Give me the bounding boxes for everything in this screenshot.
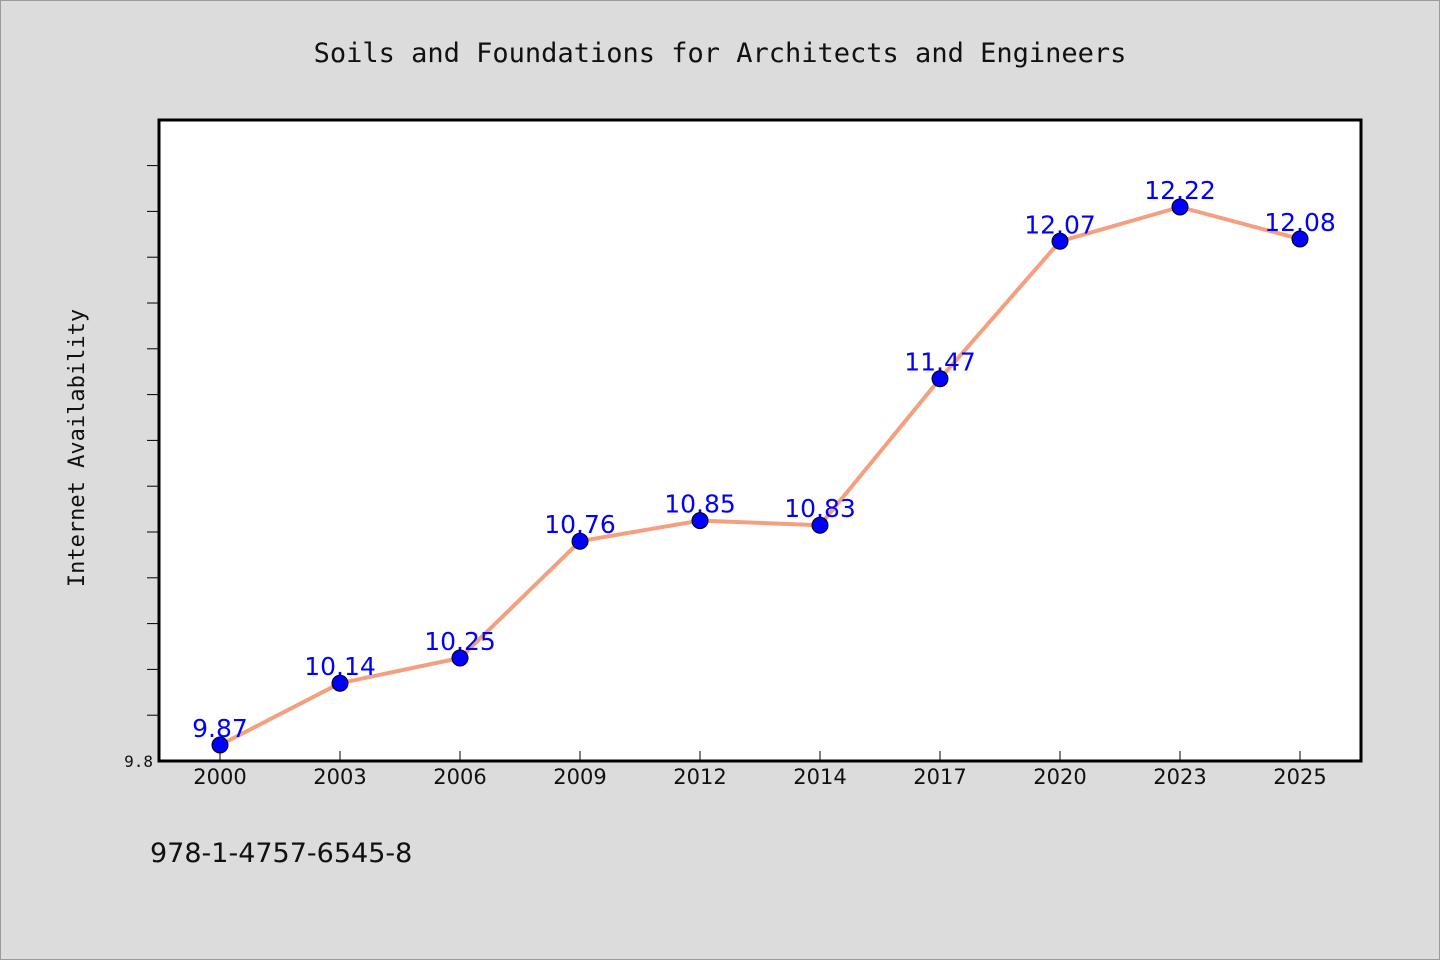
y-tick-label: 9.8	[124, 752, 153, 771]
x-tick-label: 2017	[913, 765, 966, 789]
data-point	[1171, 198, 1189, 216]
data-point	[211, 736, 229, 754]
y-axis-minor-ticks	[147, 165, 159, 716]
data-point	[451, 649, 469, 667]
data-markers	[211, 198, 1309, 754]
y-axis-label: Internet Availability	[65, 309, 90, 587]
x-tick-label: 2006	[433, 765, 486, 789]
y-axis-tick-labels: 9.8	[124, 752, 153, 771]
x-axis-tick-labels: 2000 2003 2006 2009 2012 2014 2017 2020 2023 2025	[193, 765, 1326, 789]
series-lines	[218, 205, 1302, 747]
data-point	[691, 512, 709, 530]
x-tick-label: 2020	[1033, 765, 1086, 789]
plot-area	[157, 118, 1363, 763]
data-point	[331, 674, 349, 692]
x-axis-ticks	[219, 751, 1301, 761]
x-tick-label: 2023	[1153, 765, 1206, 789]
x-tick-label: 2025	[1273, 765, 1326, 789]
data-point	[811, 516, 829, 534]
x-tick-label: 2012	[673, 765, 726, 789]
x-tick-label: 2000	[193, 765, 246, 789]
x-tick-label: 2003	[313, 765, 366, 789]
x-tick-label: 2014	[793, 765, 846, 789]
data-point	[1051, 232, 1069, 250]
data-point	[1291, 230, 1309, 248]
x-tick-label: 2009	[553, 765, 606, 789]
chart-title: Soils and Foundations for Architects and…	[314, 38, 1127, 69]
isbn-text: 978-1-4757-6545-8	[150, 838, 412, 869]
data-point	[931, 370, 949, 388]
data-point	[571, 532, 589, 550]
series-line	[218, 205, 1302, 747]
